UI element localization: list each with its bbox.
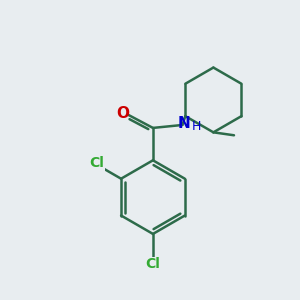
Text: O: O [116, 106, 129, 121]
Text: N: N [178, 116, 190, 131]
Text: Cl: Cl [146, 257, 160, 271]
Text: Cl: Cl [90, 156, 104, 170]
Text: H: H [192, 120, 201, 133]
